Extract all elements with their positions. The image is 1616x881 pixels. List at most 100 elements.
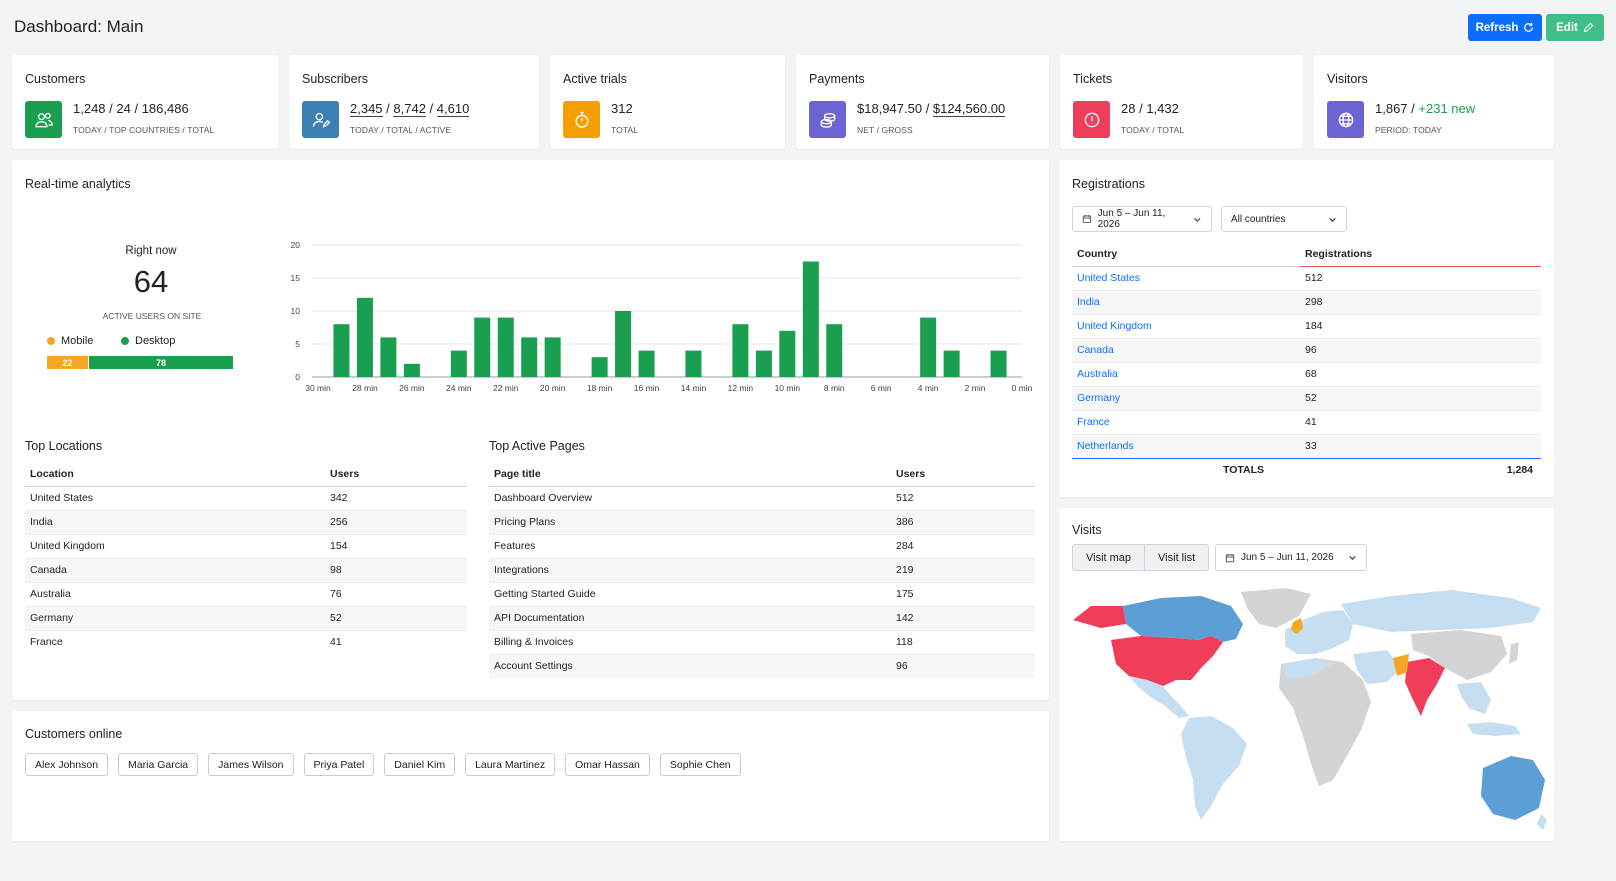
map-region-north-africa[interactable]	[1283, 658, 1333, 680]
table-row: Dashboard Overview 512	[489, 485, 1035, 510]
page-name: Features	[489, 533, 891, 558]
stat-value: 312	[611, 101, 633, 116]
chart-bar[interactable]	[920, 317, 937, 377]
stat-title: Customers	[25, 72, 86, 86]
chart-bar[interactable]	[615, 311, 632, 377]
map-region-europe[interactable]	[1285, 610, 1353, 654]
calendar-icon	[1225, 553, 1235, 562]
country-link[interactable]: Australia	[1077, 368, 1118, 380]
chevron-down-icon	[1329, 217, 1336, 222]
map-region-uk[interactable]	[1291, 618, 1303, 634]
country-link[interactable]: Netherlands	[1077, 440, 1134, 452]
map-region-india[interactable]	[1405, 658, 1445, 716]
page-users: 96	[891, 653, 1035, 678]
country-link[interactable]: United States	[1077, 272, 1141, 284]
map-region-new-zealand[interactable]	[1537, 814, 1547, 830]
visits-title: Visits	[1072, 523, 1102, 537]
chart-bar[interactable]	[732, 324, 749, 377]
chevron-down-icon	[1194, 217, 1201, 222]
customers-online-title: Customers online	[25, 727, 123, 741]
tab-visit-list[interactable]: Visit list	[1144, 545, 1209, 570]
country-filter-select[interactable]: All countries	[1221, 206, 1347, 232]
customer-chip[interactable]: Alex Johnson	[25, 753, 109, 776]
chart-bar[interactable]	[450, 350, 467, 377]
stat-subtitle: NET / GROSS	[857, 125, 913, 135]
map-region-mexico[interactable]	[1129, 676, 1189, 718]
map-region-alaska[interactable]	[1073, 606, 1126, 628]
customer-chip[interactable]: Daniel Kim	[384, 753, 456, 776]
customer-chip[interactable]: James Wilson	[208, 753, 294, 776]
map-region-australia[interactable]	[1481, 756, 1545, 820]
map-region-russia[interactable]	[1341, 590, 1541, 632]
chart-bar[interactable]	[544, 337, 561, 377]
stat-subtitle: PERIOD: TODAY	[1375, 125, 1442, 135]
chart-bar[interactable]	[826, 324, 843, 377]
refresh-button[interactable]: Refresh	[1468, 14, 1542, 41]
chart-bar[interactable]	[802, 261, 819, 378]
chart-bar[interactable]	[779, 330, 796, 377]
page-users: 386	[891, 509, 1035, 534]
country-link[interactable]: Canada	[1077, 344, 1114, 356]
right-now-label: Right now	[125, 245, 177, 257]
chart-bar[interactable]	[990, 350, 1007, 377]
chart-bar[interactable]	[403, 363, 420, 377]
country-link[interactable]: Germany	[1077, 392, 1121, 404]
stat-value-gross[interactable]: $124,560.00	[932, 101, 1006, 117]
table-row: Integrations 219	[489, 557, 1035, 582]
stat-value-active[interactable]: 4,610	[436, 101, 470, 117]
map-region-usa[interactable]	[1111, 636, 1223, 686]
pencil-icon	[1583, 22, 1594, 33]
visits-date-picker[interactable]: Jun 5 – Jun 11, 2026	[1215, 544, 1367, 571]
chart-bar[interactable]	[333, 324, 350, 377]
location-users: 154	[325, 533, 467, 558]
chart-bar[interactable]	[685, 350, 702, 377]
map-region-southeast-asia[interactable]	[1457, 682, 1491, 714]
chart-bar[interactable]	[356, 297, 373, 377]
country-link[interactable]: India	[1077, 296, 1100, 308]
registration-count: 68	[1300, 361, 1541, 386]
map-region-canada[interactable]	[1123, 596, 1243, 642]
map-region-greenland[interactable]	[1241, 588, 1311, 628]
stat-title: Tickets	[1073, 72, 1113, 86]
country-link[interactable]: France	[1077, 416, 1110, 428]
chart-bar[interactable]	[380, 337, 397, 377]
map-region-japan[interactable]	[1509, 642, 1519, 664]
tab-visit-map[interactable]: Visit map	[1073, 545, 1145, 570]
column-header-registrations[interactable]: Registrations	[1300, 242, 1541, 267]
edit-button[interactable]: Edit	[1546, 14, 1604, 41]
chart-bar[interactable]	[497, 317, 514, 377]
realtime-title: Real-time analytics	[25, 177, 131, 191]
map-region-brazil[interactable]	[1211, 730, 1243, 760]
map-region-pakistan[interactable]	[1393, 654, 1409, 676]
location-name: Germany	[25, 605, 325, 630]
chart-bar[interactable]	[521, 337, 538, 377]
chart-bar[interactable]	[474, 317, 491, 377]
visits-panel: Visits Visit map Visit list Jun 5 – Jun …	[1059, 508, 1554, 841]
stat-value-visitors: 1,867	[1375, 101, 1408, 116]
map-region-indonesia[interactable]	[1467, 722, 1521, 736]
customer-chip[interactable]: Omar Hassan	[565, 753, 650, 776]
customer-chip[interactable]: Laura Martinez	[465, 753, 556, 776]
table-row: Canada 96	[1072, 337, 1541, 362]
registration-count: 298	[1300, 289, 1541, 314]
map-region-middle-east[interactable]	[1353, 650, 1401, 684]
customer-chip[interactable]: Sophie Chen	[659, 753, 741, 776]
customers-online-panel: Customers online Alex Johnson Maria Garc…	[12, 711, 1049, 841]
customer-chip[interactable]: Maria Garcia	[118, 753, 199, 776]
x-tick-label: 26 min	[399, 383, 425, 393]
stat-value-today[interactable]: 2,345	[350, 101, 383, 117]
customer-chip[interactable]: Priya Patel	[303, 753, 375, 776]
realtime-bar-chart: 0 5 10 15 20 30 min 28 min 26 min 24 min 22 min 20…	[291, 240, 1033, 393]
registrations-date-picker[interactable]: Jun 5 – Jun 11, 2026	[1072, 206, 1212, 232]
country-link[interactable]: United Kingdom	[1077, 320, 1152, 332]
map-region-china[interactable]	[1411, 630, 1507, 680]
chart-bar[interactable]	[638, 350, 655, 377]
chart-bar[interactable]	[591, 357, 608, 377]
stat-value-total[interactable]: 8,742	[393, 101, 426, 117]
map-region-africa[interactable]	[1279, 658, 1371, 786]
stat-title: Payments	[809, 72, 865, 86]
column-header-page-title: Page title	[489, 462, 891, 487]
world-map[interactable]	[1071, 584, 1547, 834]
chart-bar[interactable]	[755, 350, 772, 377]
chart-bar[interactable]	[943, 350, 960, 377]
